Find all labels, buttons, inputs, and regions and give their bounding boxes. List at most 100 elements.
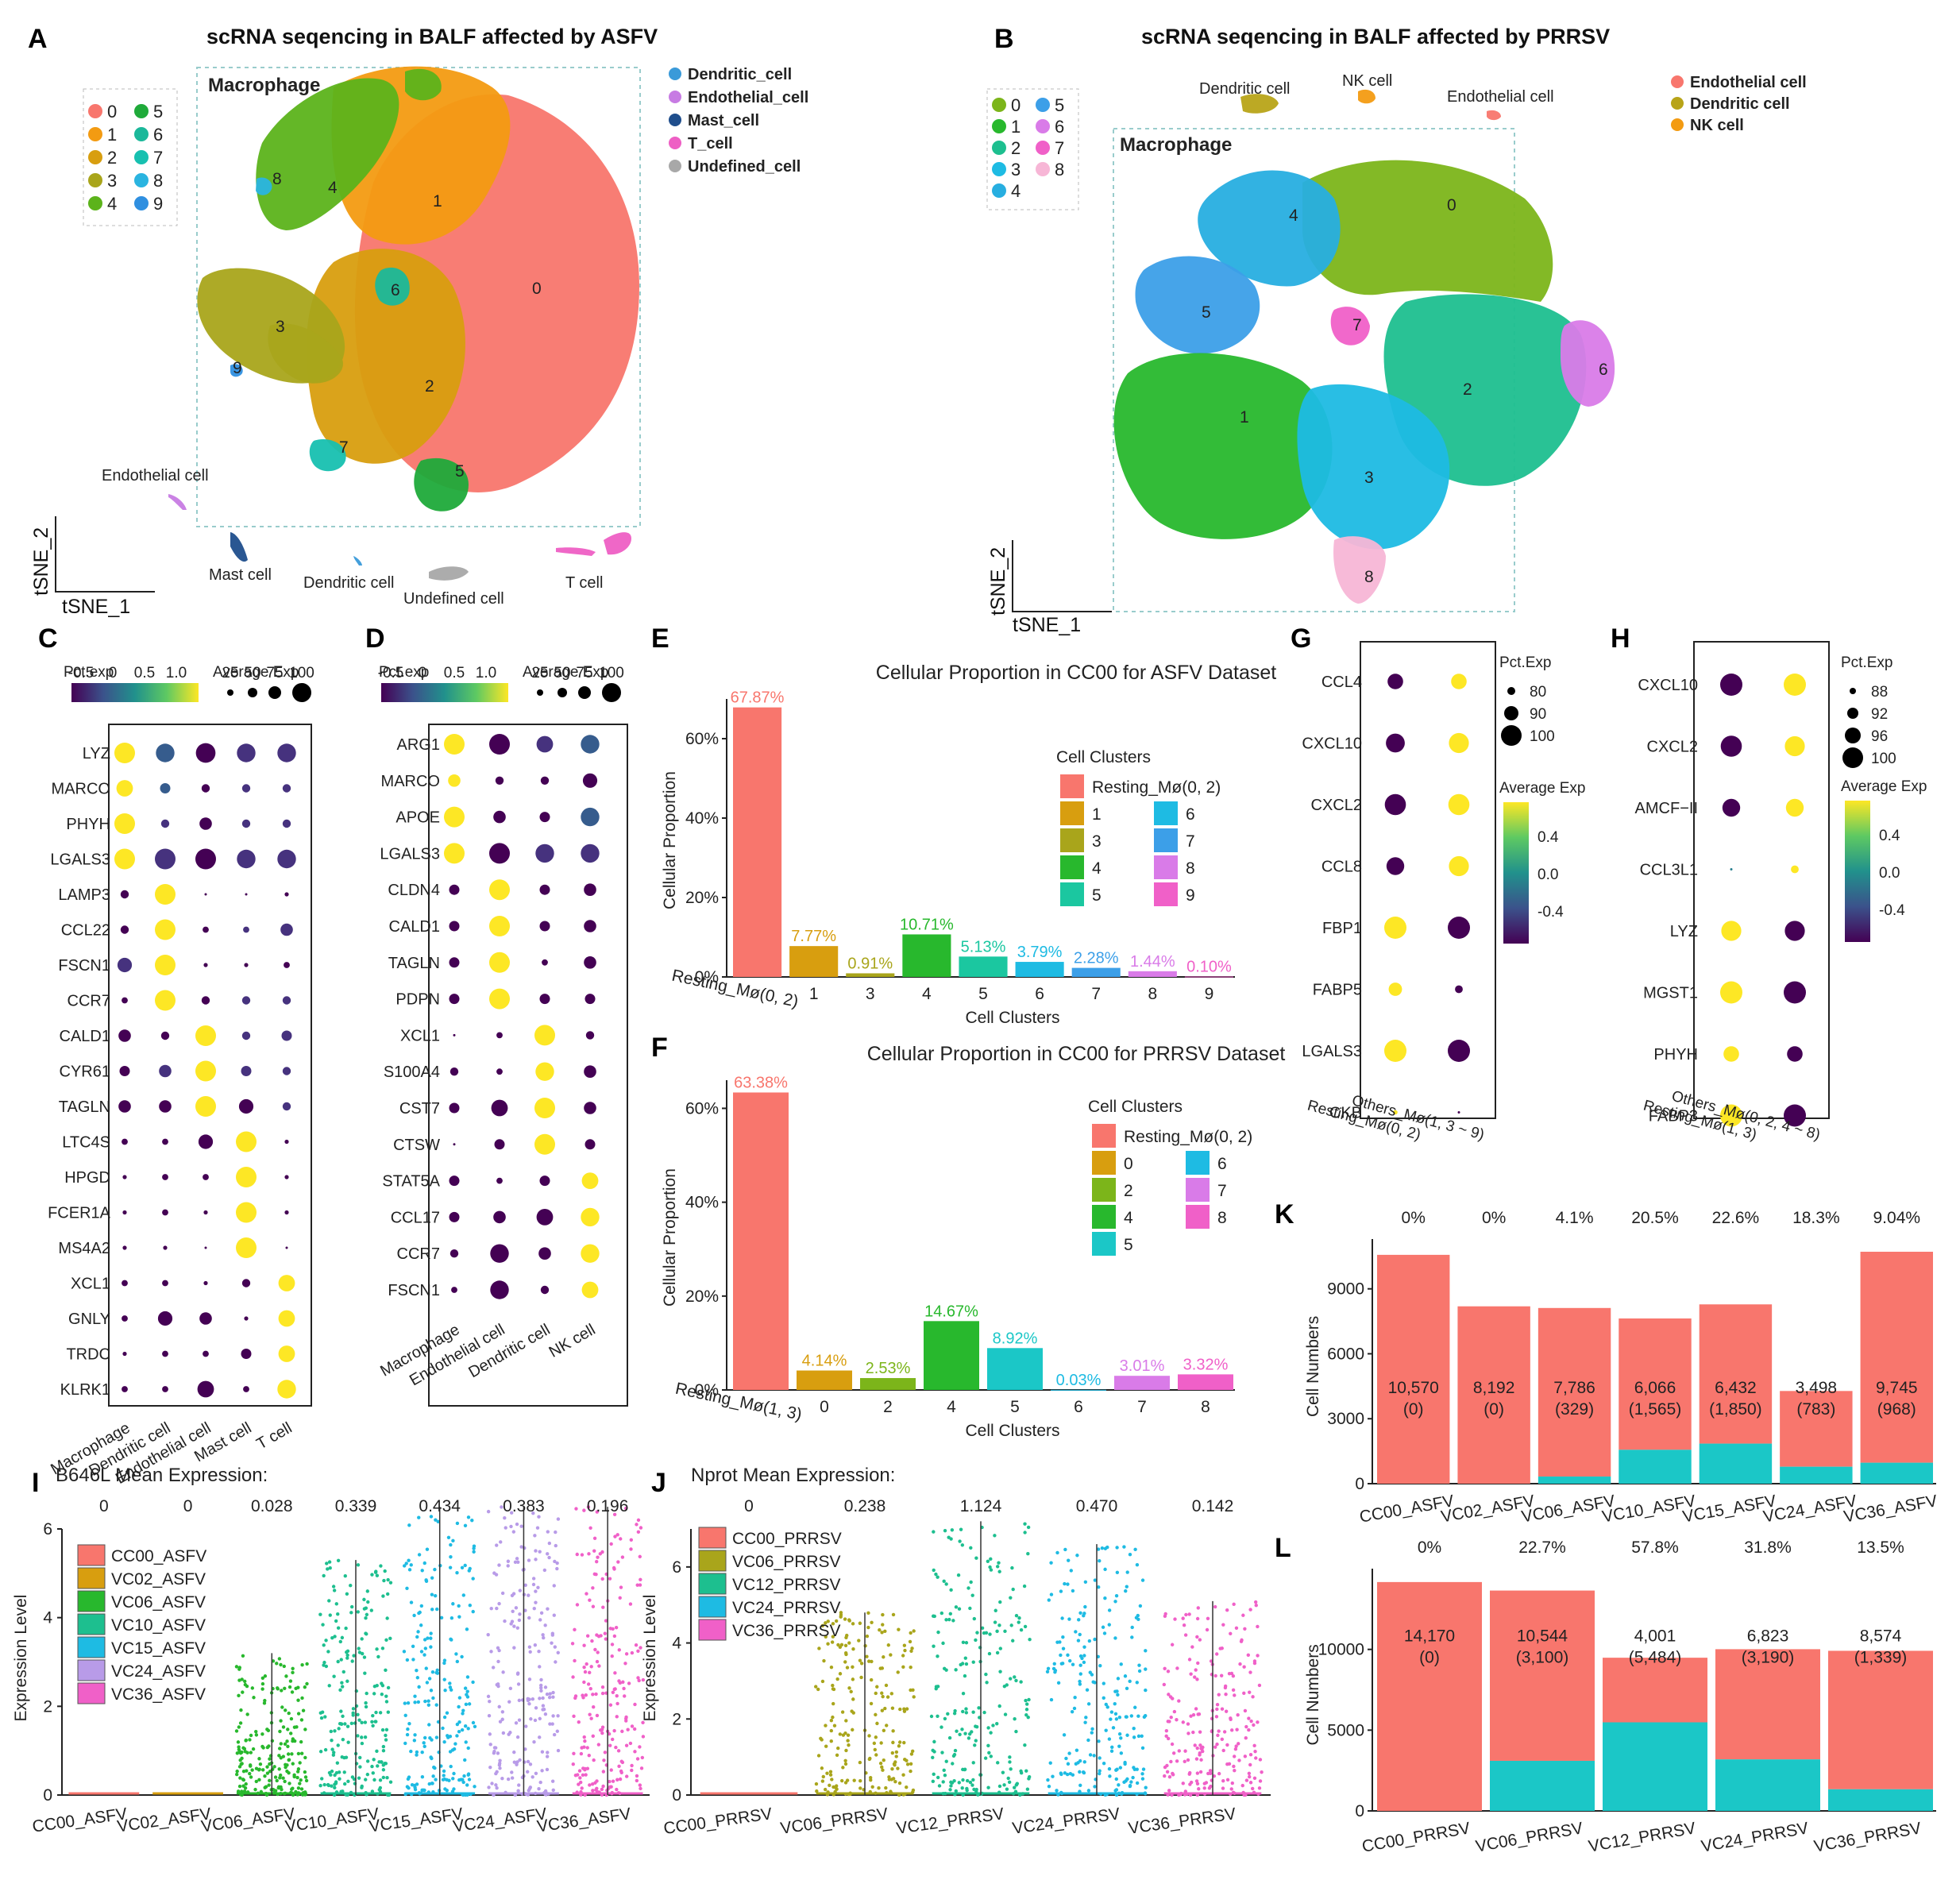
panel-chartI-xtick-5: VC24_ASFV xyxy=(452,1805,548,1836)
panel-chartI-point-2-152 xyxy=(253,1787,257,1792)
panel-chartI-point-5-105 xyxy=(550,1722,554,1726)
panel-chartJ-point-2-199 xyxy=(954,1789,959,1793)
panel-j-label: J xyxy=(651,1468,666,1498)
panel-chartI-point-5-174 xyxy=(529,1717,533,1721)
panel-chartJ-point-3-204 xyxy=(1098,1771,1102,1776)
panel-d-dot-0-0 xyxy=(444,734,465,755)
panel-chartI-point-4-152 xyxy=(466,1746,470,1751)
panel-b-celltype-dot-0 xyxy=(1671,75,1684,88)
panel-chartI-point-2-148 xyxy=(280,1689,284,1693)
panel-c-dot-5-4 xyxy=(280,923,293,936)
panel-chartI-point-4-128 xyxy=(445,1711,449,1715)
panel-chartI-points-3 xyxy=(318,1558,393,1797)
panel-chartI-point-5-86 xyxy=(554,1530,558,1534)
panel-chartK-pct-3: 20.5% xyxy=(1631,1209,1679,1227)
panel-chartI-point-5-14 xyxy=(511,1609,515,1613)
panel-chartI-point-6-35 xyxy=(619,1585,623,1589)
panel-chartI-point-3-96 xyxy=(380,1692,384,1697)
panel-chartI-point-5-59 xyxy=(555,1561,559,1565)
panel-chartI-ytick-label-3: 6 xyxy=(43,1520,52,1538)
panel-chartI-point-6-189 xyxy=(619,1537,623,1541)
panel-h-gene-4: LYZ xyxy=(1670,923,1698,940)
panel-chartJ-ylabel: Expression Level xyxy=(641,1595,659,1722)
panel-chartJ-point-1-7 xyxy=(820,1623,825,1628)
panel-chartJ-point-4-40 xyxy=(1217,1693,1221,1697)
panel-g-dot-7-1 xyxy=(1457,1111,1460,1114)
panel-chartL-bar-uninfected-0 xyxy=(1377,1581,1482,1811)
panel-chartI-point-6-19 xyxy=(615,1693,619,1698)
panel-chartI-point-3-161 xyxy=(323,1747,328,1752)
panel-d-dot-5-1 xyxy=(489,916,510,936)
panel-chartI-point-3-0 xyxy=(356,1734,360,1738)
panel-chartJ-point-3-160 xyxy=(1124,1779,1128,1783)
tsne-a-cluster-label-8: 8 xyxy=(272,170,282,188)
panel-chartJ-point-2-140 xyxy=(987,1751,991,1755)
panel-d-dot-6-0 xyxy=(449,957,460,968)
panel-chartI-point-2-40 xyxy=(291,1666,295,1671)
panel-chartI-legend-key-4 xyxy=(77,1636,106,1658)
panel-c-legend: -0.5 0 0.5 1.0 25 50 75 100 xyxy=(68,665,314,702)
panel-chartJ-point-3-182 xyxy=(1059,1662,1064,1666)
panel-chartI-point-6-218 xyxy=(583,1793,587,1797)
panel-h-dot-3-0 xyxy=(1730,868,1733,871)
panel-chartJ-point-1-35 xyxy=(890,1706,895,1710)
panel-chartJ-point-4-62 xyxy=(1183,1759,1186,1764)
panel-a-title: scRNA seqencing in BALF affected by ASFV xyxy=(206,25,658,48)
panel-c-dot-7-0 xyxy=(122,997,128,1004)
panel-d-dot-13-3 xyxy=(581,1207,600,1227)
panel-chartJ-point-1-45 xyxy=(851,1665,855,1670)
panel-d-dot-3-2 xyxy=(535,843,554,863)
panel-chartJ-point-3-116 xyxy=(1096,1547,1101,1551)
panel-chartJ-point-1-5 xyxy=(847,1743,851,1747)
panel-chartJ-point-2-83 xyxy=(991,1724,995,1728)
panel-chartL-pct-3: 31.8% xyxy=(1744,1538,1792,1557)
panel-h-gene-2: AMCF−II xyxy=(1635,800,1698,817)
panel-chartJ-point-4-219 xyxy=(1222,1730,1227,1734)
panel-b-celltype-text-1: Dendritic cell xyxy=(1690,95,1790,113)
panel-chartJ-point-2-128 xyxy=(944,1668,948,1672)
panel-chartF-xtick-7: 8 xyxy=(1201,1398,1210,1416)
panel-chartJ-point-1-204 xyxy=(885,1695,890,1699)
panel-chartI-point-3-25 xyxy=(322,1663,326,1667)
panel-a-legend-dot-4 xyxy=(88,196,102,210)
panel-chartI-point-6-203 xyxy=(600,1550,604,1554)
panel-h-dot-5-0 xyxy=(1720,981,1742,1004)
panel-chartI-point-6-80 xyxy=(620,1555,625,1559)
panel-chartJ-point-3-196 xyxy=(1142,1715,1147,1720)
panel-chartJ-point-2-7 xyxy=(1026,1552,1030,1556)
panel-chartI-point-4-113 xyxy=(431,1789,435,1794)
panel-chartI-point-4-18 xyxy=(442,1774,446,1778)
panel-chartI-point-3-21 xyxy=(327,1684,331,1688)
panel-chartJ-point-1-136 xyxy=(874,1753,878,1757)
panel-chartI-point-2-207 xyxy=(285,1769,289,1774)
panel-chartI-point-6-195 xyxy=(627,1681,631,1685)
panel-chartI-points-6 xyxy=(570,1505,646,1797)
panel-chartI-point-2-177 xyxy=(284,1762,287,1766)
panel-chartJ-point-2-142 xyxy=(1014,1783,1019,1787)
panel-g-dot-7-0 xyxy=(1393,1110,1398,1115)
panel-chartI-point-4-37 xyxy=(420,1775,425,1779)
panel-d-size-dot-3 xyxy=(602,683,621,702)
panel-d-plot-frame xyxy=(428,724,628,1407)
panel-chartI-point-2-156 xyxy=(290,1787,294,1791)
panel-chartJ-point-3-169 xyxy=(1116,1677,1121,1681)
panel-chartI-point-6-139 xyxy=(641,1720,645,1725)
panel-chartI-point-3-82 xyxy=(351,1707,356,1711)
panel-chartJ-point-3-145 xyxy=(1097,1585,1101,1589)
panel-chartJ-mean-4: 0.142 xyxy=(1192,1497,1234,1515)
panel-chartI-point-6-205 xyxy=(579,1793,583,1797)
panel-chartI-point-3-194 xyxy=(338,1777,341,1781)
panel-chartJ-point-2-177 xyxy=(995,1722,999,1726)
panel-chartI-point-5-97 xyxy=(488,1765,492,1770)
panel-chartJ-point-2-163 xyxy=(997,1704,1001,1708)
panel-chartE-bar-2 xyxy=(846,973,895,977)
panel-chartJ-point-4-112 xyxy=(1170,1793,1174,1797)
tsne-b-clusters xyxy=(1113,89,1615,604)
panel-chartI-point-3-145 xyxy=(384,1700,389,1704)
panel-chartJ-point-4-189 xyxy=(1249,1719,1253,1724)
panel-chartI-point-3-36 xyxy=(352,1654,356,1658)
panel-chartJ-point-3-44 xyxy=(1144,1667,1148,1671)
